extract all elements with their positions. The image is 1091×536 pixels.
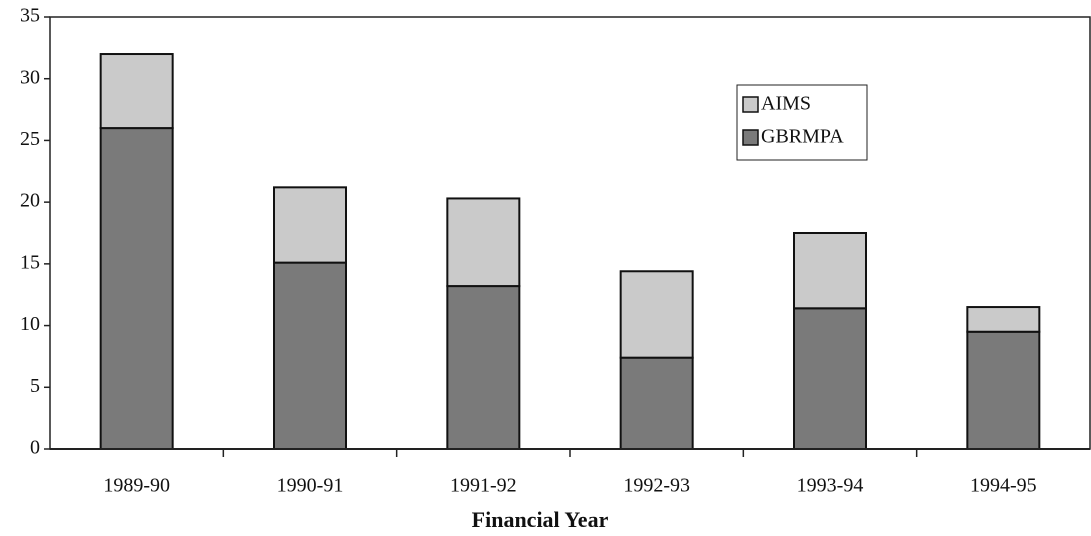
x-tick-label: 1993-94 (797, 475, 864, 497)
legend-label: AIMS (761, 93, 811, 115)
legend-box (736, 84, 868, 161)
y-tick-label: 0 (30, 437, 40, 459)
bar-segment (273, 261, 347, 450)
bar-segment (619, 270, 694, 359)
x-tick-label: 1994-95 (970, 475, 1037, 497)
legend-label: GBRMPA (761, 126, 844, 148)
legend-swatch (742, 96, 759, 113)
y-tick-label: 10 (20, 313, 40, 335)
bar-segment (966, 330, 1041, 450)
bar-segment (966, 306, 1041, 333)
bar-segment (446, 285, 521, 450)
bar-segment (793, 232, 867, 310)
y-tick-label: 20 (20, 190, 40, 212)
x-tick-label: 1990-91 (277, 475, 344, 497)
plot-frame (49, 16, 1091, 450)
y-tick-label: 25 (20, 128, 40, 150)
bar-segment (793, 307, 867, 451)
bar-segment (273, 186, 347, 264)
bar-segment (619, 356, 694, 451)
legend-swatch (742, 129, 759, 146)
y-tick-label: 5 (30, 375, 40, 397)
y-tick-label: 15 (20, 251, 40, 273)
x-tick-label: 1992-93 (623, 475, 690, 497)
bar-segment (99, 127, 174, 450)
x-tick-label: 1989-90 (103, 475, 170, 497)
y-tick-label: 35 (20, 5, 40, 27)
x-axis-label: Financial Year (472, 507, 609, 532)
bar-segment (99, 53, 174, 130)
bar-segment (446, 197, 521, 288)
x-tick-label: 1991-92 (450, 475, 517, 497)
y-tick-label: 30 (20, 66, 40, 88)
